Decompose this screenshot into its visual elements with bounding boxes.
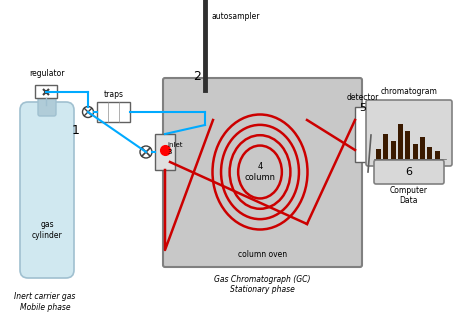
Bar: [97, 102, 130, 122]
FancyBboxPatch shape: [366, 100, 452, 166]
Text: Inert carrier gas
Mobile phase: Inert carrier gas Mobile phase: [14, 292, 76, 312]
Text: regulator: regulator: [29, 69, 65, 78]
Text: 6: 6: [405, 167, 412, 177]
Text: gas
cylinder: gas cylinder: [32, 220, 63, 240]
FancyBboxPatch shape: [20, 102, 74, 278]
Text: traps: traps: [103, 90, 124, 99]
Bar: [376, 149, 381, 159]
Text: chromatogram: chromatogram: [381, 87, 438, 96]
Text: column oven: column oven: [238, 250, 287, 259]
Text: inlet
3: inlet 3: [167, 141, 182, 155]
Bar: [383, 134, 389, 159]
Bar: [355, 107, 371, 162]
Text: 4
column: 4 column: [245, 162, 275, 182]
Bar: [435, 151, 440, 159]
Bar: [420, 137, 425, 159]
Circle shape: [140, 146, 152, 158]
Text: 1: 1: [72, 124, 80, 137]
Text: autosampler: autosampler: [211, 12, 259, 21]
Bar: [398, 124, 403, 159]
Bar: [428, 147, 432, 159]
FancyBboxPatch shape: [38, 94, 56, 116]
Text: 5: 5: [359, 103, 366, 113]
FancyBboxPatch shape: [374, 160, 444, 184]
Bar: [35, 85, 57, 98]
Text: Computer
Data: Computer Data: [390, 186, 428, 205]
Circle shape: [82, 107, 93, 117]
Bar: [413, 144, 418, 159]
Bar: [405, 131, 410, 159]
Text: 2: 2: [193, 70, 201, 83]
Bar: [391, 141, 396, 159]
FancyBboxPatch shape: [163, 78, 362, 267]
Bar: [155, 134, 175, 170]
Text: Gas Chromatograph (GC)
Stationary phase: Gas Chromatograph (GC) Stationary phase: [214, 275, 311, 294]
Text: detector: detector: [347, 93, 379, 102]
